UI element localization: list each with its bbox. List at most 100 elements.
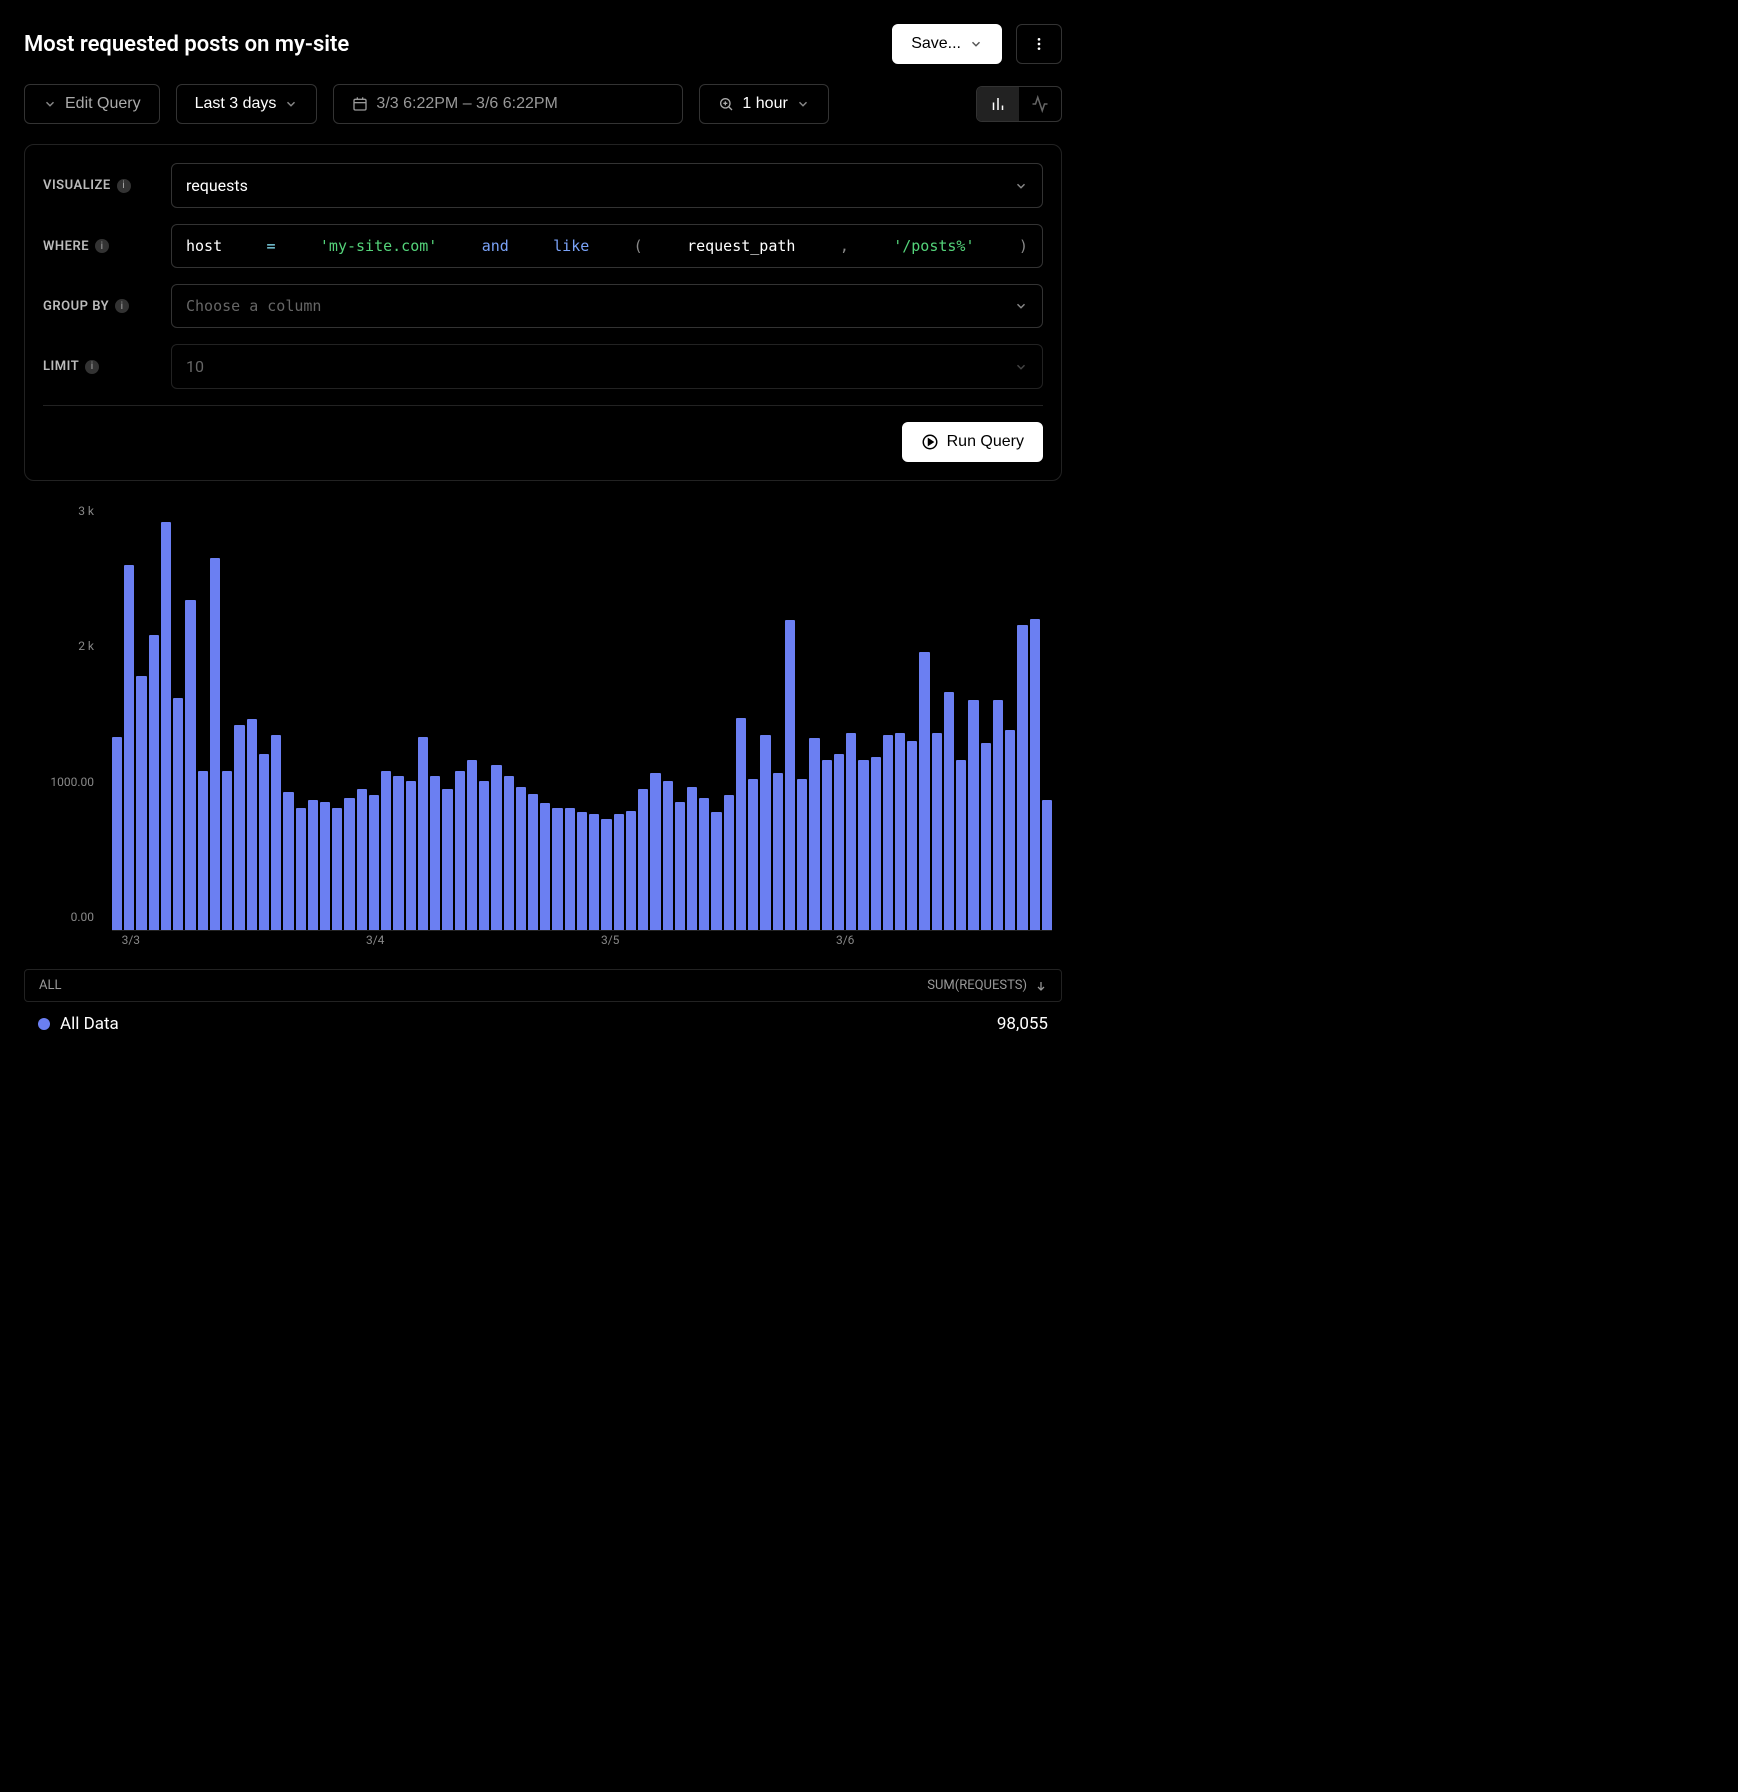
chart-bar[interactable] bbox=[210, 558, 220, 930]
info-icon[interactable]: i bbox=[85, 360, 99, 374]
info-icon[interactable]: i bbox=[95, 239, 109, 253]
chart-bar[interactable] bbox=[1030, 619, 1040, 930]
chart-bar[interactable] bbox=[626, 811, 636, 930]
chart-bar[interactable] bbox=[589, 814, 599, 930]
limit-input[interactable]: 10 bbox=[171, 344, 1043, 389]
where-input[interactable]: host = 'my-site.com' and like(request_pa… bbox=[171, 224, 1043, 268]
chart-bar[interactable] bbox=[479, 781, 489, 930]
chart-bar[interactable] bbox=[956, 760, 966, 930]
chart-bar[interactable] bbox=[895, 733, 905, 930]
chart-bar[interactable] bbox=[430, 776, 440, 930]
chart-bar[interactable] bbox=[296, 808, 306, 930]
chart-bar[interactable] bbox=[271, 735, 281, 930]
chart-bar[interactable] bbox=[369, 795, 379, 930]
legend-row-label: All Data bbox=[60, 1014, 119, 1034]
chart-bar[interactable] bbox=[699, 798, 709, 930]
chart-bar[interactable] bbox=[491, 765, 501, 930]
chart-bar[interactable] bbox=[809, 738, 819, 930]
chart-bar[interactable] bbox=[161, 522, 171, 930]
chart-bar[interactable] bbox=[393, 776, 403, 930]
chart-bar[interactable] bbox=[932, 733, 942, 930]
chart-bar[interactable] bbox=[944, 692, 954, 930]
chart-bar[interactable] bbox=[883, 735, 893, 930]
edit-query-button[interactable]: Edit Query bbox=[24, 84, 160, 124]
chart-bar[interactable] bbox=[577, 812, 587, 930]
chart-bar[interactable] bbox=[687, 787, 697, 930]
chart-bar[interactable] bbox=[381, 771, 391, 930]
chart-bar[interactable] bbox=[247, 719, 257, 930]
chart-bar[interactable] bbox=[748, 779, 758, 930]
chart-bar[interactable] bbox=[149, 635, 159, 930]
chart-bar[interactable] bbox=[773, 773, 783, 930]
chart-bar[interactable] bbox=[418, 737, 428, 930]
chart-bar[interactable] bbox=[222, 771, 232, 930]
chart-bar[interactable] bbox=[760, 735, 770, 930]
chart-bar[interactable] bbox=[112, 737, 122, 930]
time-preset-select[interactable]: Last 3 days bbox=[176, 84, 318, 124]
page-title: Most requested posts on my-site bbox=[24, 32, 349, 57]
more-menu-button[interactable] bbox=[1016, 24, 1062, 64]
bar-chart-toggle[interactable] bbox=[977, 87, 1019, 121]
chart-bar[interactable] bbox=[259, 754, 269, 930]
dots-vertical-icon bbox=[1031, 36, 1047, 52]
chart-bar[interactable] bbox=[614, 814, 624, 930]
chart-bar[interactable] bbox=[185, 600, 195, 930]
chart-bar[interactable] bbox=[1042, 800, 1052, 930]
chart-bar[interactable] bbox=[993, 700, 1003, 930]
chart-bar[interactable] bbox=[1017, 625, 1027, 930]
chart-bar[interactable] bbox=[504, 776, 514, 930]
chart-bar[interactable] bbox=[234, 725, 244, 930]
chart-bar[interactable] bbox=[1005, 730, 1015, 930]
chart-bar[interactable] bbox=[650, 773, 660, 930]
interval-select[interactable]: 1 hour bbox=[699, 84, 828, 124]
chart-bar[interactable] bbox=[785, 620, 795, 930]
chart-bar[interactable] bbox=[638, 789, 648, 930]
chart-bar[interactable] bbox=[344, 798, 354, 930]
chart-bar[interactable] bbox=[968, 700, 978, 930]
chart-bar[interactable] bbox=[724, 795, 734, 930]
groupby-select[interactable]: Choose a column bbox=[171, 284, 1043, 328]
chart-bar[interactable] bbox=[797, 779, 807, 930]
info-icon[interactable]: i bbox=[115, 299, 129, 313]
chart-bar[interactable] bbox=[552, 808, 562, 930]
chart-bar[interactable] bbox=[540, 803, 550, 930]
chart-bar[interactable] bbox=[320, 802, 330, 930]
chart-bar[interactable] bbox=[858, 760, 868, 930]
chart-bar[interactable] bbox=[675, 802, 685, 930]
chevron-down-icon bbox=[284, 97, 298, 111]
chart-bar[interactable] bbox=[919, 652, 929, 930]
sort-desc-icon[interactable] bbox=[1035, 980, 1047, 992]
line-chart-toggle[interactable] bbox=[1019, 87, 1061, 121]
chart-bar[interactable] bbox=[455, 771, 465, 930]
chart-bar[interactable] bbox=[736, 718, 746, 930]
chart-bar[interactable] bbox=[565, 808, 575, 930]
chart-bar[interactable] bbox=[907, 741, 917, 930]
chart-bar[interactable] bbox=[173, 698, 183, 930]
chart-bar[interactable] bbox=[136, 676, 146, 930]
chart-bar[interactable] bbox=[467, 760, 477, 930]
chart-bar[interactable] bbox=[442, 789, 452, 930]
chart-bar[interactable] bbox=[981, 743, 991, 930]
chart-bar[interactable] bbox=[406, 781, 416, 930]
chart-bar[interactable] bbox=[357, 789, 367, 930]
chart-bar[interactable] bbox=[198, 771, 208, 930]
chart-bar[interactable] bbox=[528, 794, 538, 931]
chart-bar[interactable] bbox=[308, 800, 318, 930]
chart-bar[interactable] bbox=[711, 812, 721, 930]
chart-bar[interactable] bbox=[871, 757, 881, 930]
chart-bar[interactable] bbox=[283, 792, 293, 930]
chart-bar[interactable] bbox=[663, 781, 673, 930]
chart-bar[interactable] bbox=[124, 565, 134, 930]
date-range-picker[interactable]: 3/3 6:22PM – 3/6 6:22PM bbox=[333, 84, 683, 124]
chart-bar[interactable] bbox=[834, 754, 844, 930]
chart-bar[interactable] bbox=[516, 787, 526, 930]
run-query-button[interactable]: Run Query bbox=[902, 422, 1043, 462]
chart-bar[interactable] bbox=[846, 733, 856, 930]
legend-row[interactable]: All Data 98,055 bbox=[24, 1002, 1062, 1046]
chart-bar[interactable] bbox=[601, 819, 611, 930]
info-icon[interactable]: i bbox=[117, 179, 131, 193]
chart-bar[interactable] bbox=[332, 808, 342, 930]
visualize-select[interactable]: requests bbox=[171, 163, 1043, 208]
save-button[interactable]: Save... bbox=[892, 24, 1002, 64]
chart-bar[interactable] bbox=[822, 760, 832, 930]
